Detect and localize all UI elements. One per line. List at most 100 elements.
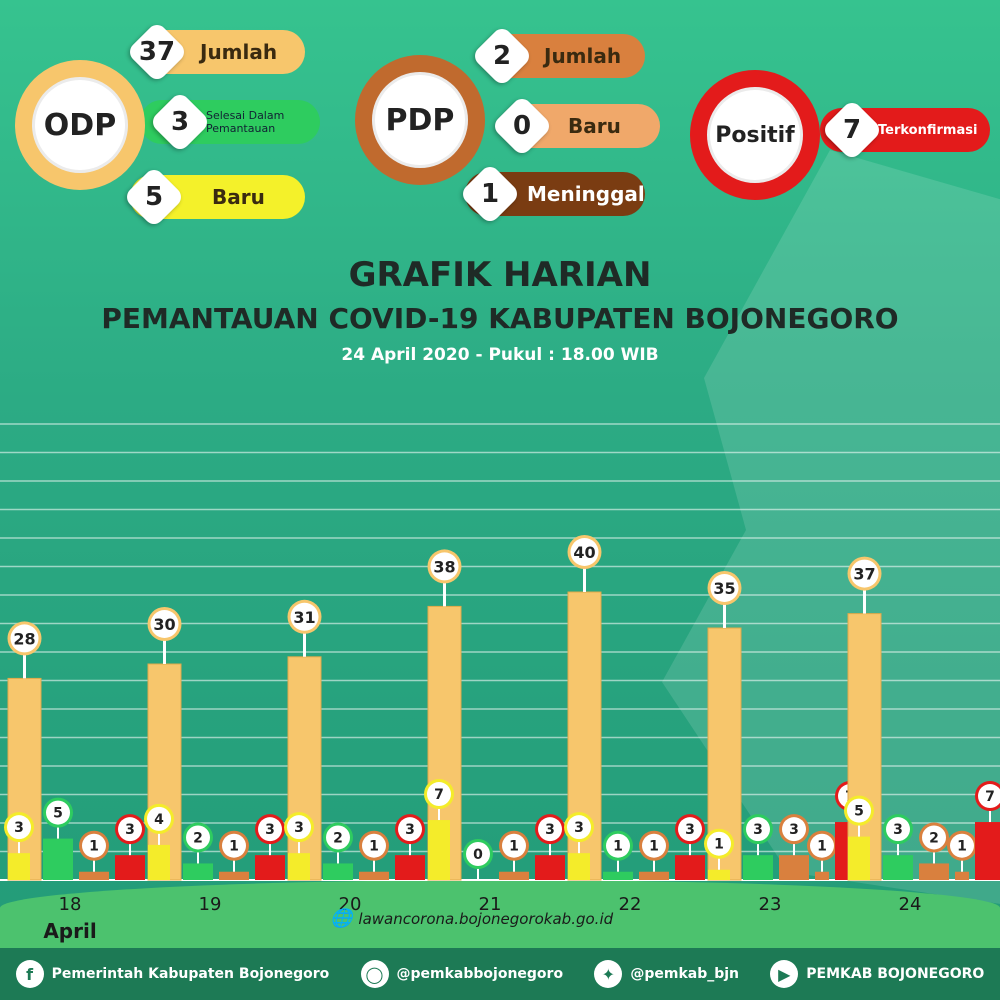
bar-odp-baru (8, 853, 30, 880)
bar-pdp-extra (815, 871, 829, 880)
website-url[interactable]: 🌐 lawancorona.bojonegorokab.go.id (330, 908, 613, 929)
bar-selesai (43, 838, 73, 880)
month-label: April (43, 919, 96, 943)
bar-positif (395, 855, 425, 880)
pdp-label: PDP (372, 72, 468, 168)
odp-total-pin (150, 610, 179, 638)
positif-label: 3 (685, 822, 695, 838)
pdp-extra-pin (810, 833, 834, 858)
bar-selesai (183, 863, 213, 880)
x-tick-label: 20 (339, 894, 362, 915)
bar-chart: 28351318April304213193132132038701321403… (0, 423, 1000, 943)
pdp-pin (222, 833, 246, 858)
x-tick-label: 23 (759, 894, 782, 915)
pdp-circle: PDP (355, 55, 485, 185)
x-tick-label: 22 (619, 894, 642, 915)
odp-baru-label: 3 (294, 820, 304, 836)
odp-total-pin (710, 574, 739, 602)
odp-baru-pin (707, 831, 731, 856)
bar-pdp (779, 855, 809, 880)
positif-pin (678, 817, 702, 842)
positif-pin (118, 817, 142, 842)
bar-odp-baru (568, 853, 590, 880)
positif-pin (258, 817, 282, 842)
positif-label: 3 (265, 822, 275, 838)
selesai-label: 2 (333, 830, 343, 846)
pdp-jumlah-label: Jumlah (544, 44, 622, 68)
twitter-label: @pemkab_bjn (630, 966, 740, 982)
bar-positif (535, 855, 565, 880)
positif-circle: Positif (690, 70, 820, 200)
odp-circle: ODP (15, 60, 145, 190)
odp-baru-value: 5 (144, 182, 164, 212)
bar-odp-baru (708, 869, 730, 880)
bar-positif (255, 855, 285, 880)
x-tick-label: 21 (479, 894, 502, 915)
pdp-pin (362, 833, 386, 858)
odp-jumlah-label: Jumlah (200, 40, 278, 64)
odp-baru-pin (287, 815, 311, 840)
odp-selesai-label-1: Selesai Dalam (206, 109, 285, 122)
footer-youtube[interactable]: ▶ PEMKAB BOJONEGORO (770, 960, 984, 988)
pdp-label: 1 (229, 839, 239, 855)
bar-pdp (219, 871, 249, 880)
odp-total-pin (850, 559, 879, 588)
positif-label: 3 (405, 822, 415, 838)
selesai-pin (326, 825, 350, 850)
youtube-icon: ▶ (770, 960, 799, 988)
selesai-label: 0 (473, 847, 483, 863)
pdp-extra-label: 1 (817, 839, 827, 855)
bar-odp-baru (848, 836, 870, 880)
odp-total-label: 30 (153, 615, 175, 634)
selesai-label: 5 (53, 806, 63, 822)
selesai-pin (606, 833, 630, 858)
odp-baru-label: 1 (714, 837, 724, 853)
footer-twitter[interactable]: ✦ @pemkab_bjn (594, 960, 739, 988)
bar-selesai (603, 871, 633, 880)
odp-baru-pin (427, 782, 451, 807)
bar-selesai (323, 863, 353, 880)
facebook-icon: f (15, 960, 44, 988)
pdp-meninggal-value: 1 (480, 179, 500, 209)
pdp-pin (922, 825, 946, 850)
selesai-pin (746, 817, 770, 842)
positif-terkonfirmasi-label: Terkonfirmasi (878, 122, 978, 138)
pdp-baru-label: Baru (568, 114, 621, 138)
website-url-text: lawancorona.bojonegorokab.go.id (358, 909, 614, 928)
selesai-label: 1 (613, 839, 623, 855)
bar-odp-baru (148, 844, 170, 880)
selesai-label: 3 (893, 822, 903, 838)
pdp-label: 1 (649, 839, 659, 855)
pdp-baru-value: 0 (512, 111, 532, 141)
odp-baru-pin (7, 815, 31, 840)
bar-positif (115, 855, 145, 880)
twitter-icon: ✦ (594, 960, 623, 988)
bar-positif (675, 855, 705, 880)
odp-baru-pin (147, 806, 171, 831)
odp-baru-label: 4 (154, 812, 164, 828)
odp-baru-label: Baru (212, 185, 265, 209)
bar-pdp (919, 863, 949, 880)
bar-odp-baru (428, 820, 450, 880)
selesai-pin (466, 842, 490, 866)
footer-instagram[interactable]: ◯ @pemkabbojonegoro (360, 960, 564, 988)
positif-label: Positif (707, 87, 803, 183)
bar-odp-baru (288, 853, 310, 880)
bar-odp-total (287, 656, 322, 881)
odp-total-label: 40 (573, 543, 595, 562)
pdp-pin (82, 833, 106, 858)
footer-facebook[interactable]: f Pemerintah Kabupaten Bojonegoro (15, 960, 330, 988)
odp-total-label: 37 (853, 565, 875, 584)
youtube-label: PEMKAB BOJONEGORO (806, 966, 985, 982)
footer-bar: f Pemerintah Kabupaten Bojonegoro ◯ @pem… (0, 948, 1000, 1000)
instagram-label: @pemkabbojonegoro (396, 966, 564, 982)
odp-total-label: 38 (433, 557, 455, 576)
facebook-label: Pemerintah Kabupaten Bojonegoro (51, 966, 330, 982)
positif-label: 3 (545, 822, 555, 838)
pdp-extra-pin (950, 833, 974, 858)
pdp-jumlah-value: 2 (492, 41, 512, 71)
chart-title: GRAFIK HARIAN (348, 255, 652, 295)
pdp-label: 2 (929, 830, 939, 846)
selesai-pin (46, 800, 70, 825)
odp-total-pin (290, 602, 319, 631)
